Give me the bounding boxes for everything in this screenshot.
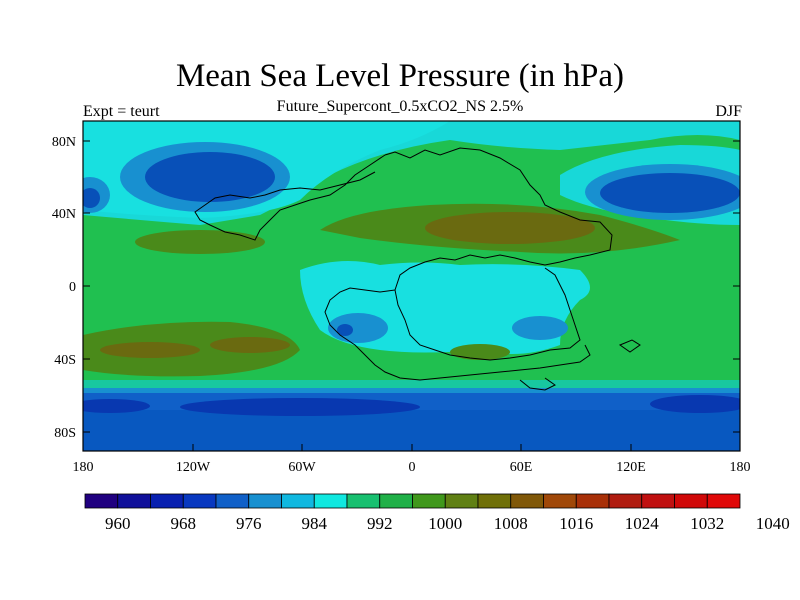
lat-tick-label: 80S xyxy=(54,426,76,441)
lat-tick-label: 40S xyxy=(54,353,76,368)
colorbar-tick-label: 1000 xyxy=(428,514,462,533)
colorbar-swatch xyxy=(215,493,250,509)
north-low-west-core xyxy=(83,188,100,208)
colorbar-swatch xyxy=(444,493,479,509)
lon-tick-label: 0 xyxy=(409,460,416,475)
colorbar-tick-label: 984 xyxy=(302,514,328,533)
colorbar xyxy=(84,493,741,509)
north-high-east-inner xyxy=(425,212,595,244)
colorbar-swatch xyxy=(477,493,512,509)
south-high-east xyxy=(450,344,510,360)
colorbar-tick-label: 1008 xyxy=(494,514,528,533)
south-high-west-core-2 xyxy=(210,337,290,353)
season-label: DJF xyxy=(715,103,742,120)
east-low-inner xyxy=(600,173,740,213)
colorbar-swatch xyxy=(281,493,315,509)
map-subtitle: Future_Supercont_0.5xCO2_NS 2.5% xyxy=(276,98,524,115)
lon-tick-label: 120W xyxy=(176,460,211,475)
map-title: Mean Sea Level Pressure (in hPa) xyxy=(175,58,625,94)
southern-low-center xyxy=(180,398,420,416)
north-high-west xyxy=(135,230,265,254)
southern-low-west xyxy=(83,399,150,413)
equatorial-low-core xyxy=(337,324,353,336)
colorbar-swatch xyxy=(706,493,741,509)
colorbar-tick-label: 1040 xyxy=(756,514,790,533)
colorbar-swatch xyxy=(543,493,577,509)
colorbar-swatch xyxy=(412,493,446,509)
lat-tick-label: 80N xyxy=(52,135,76,150)
lat-tick-label: 40N xyxy=(52,207,76,222)
colorbar-tick-label: 1016 xyxy=(559,514,593,533)
colorbar-swatch xyxy=(510,493,544,509)
lon-tick-label: 180 xyxy=(73,460,94,475)
southern-cyan-edge xyxy=(83,380,740,388)
continent-outline xyxy=(194,147,641,391)
lon-tick-label: 180 xyxy=(730,460,751,475)
colorbar-swatch xyxy=(117,493,151,509)
colorbar-swatch xyxy=(575,493,610,509)
lon-tick-label: 60E xyxy=(510,460,533,475)
colorbar-swatch xyxy=(182,493,217,509)
contour-field xyxy=(83,121,740,451)
lat-tick-label: 0 xyxy=(69,280,76,295)
colorbar-swatch xyxy=(346,493,381,509)
colorbar-swatch xyxy=(674,493,708,509)
colorbar-swatch xyxy=(248,493,282,509)
colorbar-swatch xyxy=(608,493,643,509)
colorbar-tick-label: 976 xyxy=(236,514,262,533)
south-high-west-core-1 xyxy=(100,342,200,358)
lon-tick-label: 120E xyxy=(616,460,646,475)
equatorial-low-west xyxy=(328,313,388,343)
colorbar-tick-label: 968 xyxy=(171,514,197,533)
colorbar-swatch xyxy=(641,493,675,509)
colorbar-swatch xyxy=(150,493,184,509)
colorbar-tick-label: 992 xyxy=(367,514,393,533)
experiment-label: Expt = teurt xyxy=(83,103,160,120)
colorbar-swatch xyxy=(313,493,348,509)
lon-ticks xyxy=(192,444,632,451)
colorbar-tick-label: 960 xyxy=(105,514,131,533)
colorbar-swatch xyxy=(84,493,119,509)
colorbar-tick-label: 1024 xyxy=(625,514,660,533)
colorbar-swatch xyxy=(379,493,413,509)
equatorial-low-east xyxy=(512,316,568,340)
north-low-1-inner xyxy=(145,152,275,202)
colorbar-tick-label: 1032 xyxy=(690,514,724,533)
southern-low-east xyxy=(650,395,740,413)
colorbar-labels: 960 968 976 984 992 1000 1008 1016 1024 1032 1040 xyxy=(105,514,790,533)
lat-ticks xyxy=(83,140,740,433)
lon-tick-label: 60W xyxy=(288,460,316,475)
